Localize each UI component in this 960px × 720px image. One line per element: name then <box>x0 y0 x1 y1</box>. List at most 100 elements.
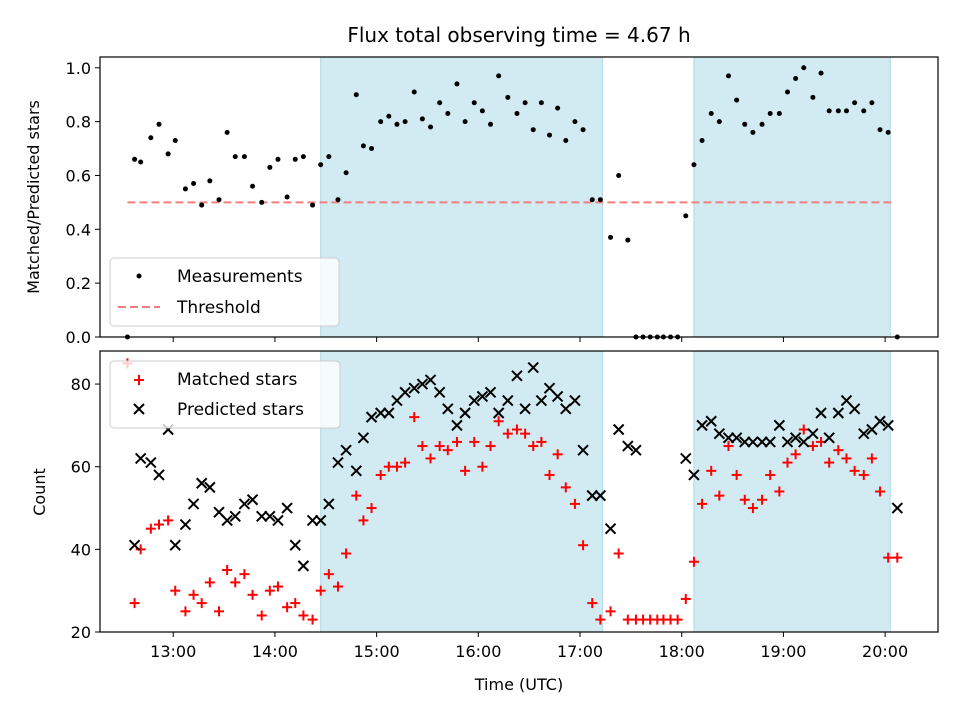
matched-point-43 <box>485 441 496 452</box>
predicted-point-12 <box>229 510 241 523</box>
matched-point-11 <box>213 606 224 617</box>
predicted-point-36 <box>433 386 446 399</box>
bottom-x-ticks: 13:00 14:00 15:00 16:00 17:00 18:00 19:00 20:00 <box>150 632 908 661</box>
measurement-point-54 <box>580 127 586 133</box>
matched-point-42 <box>477 461 488 472</box>
measurement-point-35 <box>419 116 425 122</box>
predicted-point-20 <box>297 560 310 572</box>
predicted-point-69 <box>756 436 768 448</box>
top-shaded-intervals <box>320 56 891 338</box>
measurement-point-89 <box>869 100 875 106</box>
top-axes-frame <box>99 56 939 338</box>
top-legend-box <box>109 257 340 327</box>
measurement-point-47 <box>522 100 528 106</box>
bottom-legend: Matched stars Predicted stars <box>109 360 341 429</box>
matched-point-2 <box>135 544 146 555</box>
matched-point-46 <box>511 424 522 435</box>
predicted-point-74 <box>798 436 810 448</box>
y-tick-label: 0.4 <box>66 220 91 239</box>
predicted-point-7 <box>187 498 200 510</box>
predicted-point-28 <box>365 411 378 423</box>
measurement-point-76 <box>759 121 765 127</box>
matched-point-53 <box>569 498 580 509</box>
matched-point-79 <box>782 457 793 468</box>
measurement-point-73 <box>734 97 740 103</box>
matched-point-72 <box>723 441 734 452</box>
measurement-point-20 <box>292 156 298 162</box>
measurement-point-78 <box>776 111 782 117</box>
measurement-point-79 <box>784 89 790 95</box>
measurement-point-74 <box>742 121 748 127</box>
matched-point-30 <box>375 469 386 480</box>
matched-point-84 <box>824 457 835 468</box>
matched-point-4 <box>153 519 164 530</box>
matched-point-17 <box>264 585 275 596</box>
predicted-point-1 <box>134 452 147 465</box>
predicted-point-65 <box>722 432 735 444</box>
matched-point-44 <box>493 416 504 427</box>
matched-point-40 <box>460 465 471 476</box>
bottom-y-ticks: 20 40 60 80 <box>71 375 100 642</box>
matched-point-92 <box>892 552 903 563</box>
predicted-point-83 <box>874 415 886 427</box>
x-tick-label: 18:00 <box>659 642 705 661</box>
measurement-point-7 <box>182 186 188 192</box>
measurement-point-9 <box>199 202 205 208</box>
measurement-point-46 <box>514 111 520 117</box>
bottom-y-axis-label: Count <box>30 468 49 516</box>
predicted-point-43 <box>492 407 505 419</box>
measurement-point-86 <box>843 108 849 114</box>
measurement-point-56 <box>597 197 603 203</box>
matched-point-26 <box>341 548 352 559</box>
matched-point-6 <box>170 585 181 596</box>
predicted-point-38 <box>451 419 463 432</box>
matched-point-39 <box>451 436 462 447</box>
matched-point-90 <box>875 486 886 497</box>
predicted-point-78 <box>832 407 845 419</box>
predicted-point-80 <box>848 403 861 415</box>
y-tick-label: 1.0 <box>66 59 91 78</box>
matched-point-7 <box>180 606 191 617</box>
predicted-point-61 <box>688 469 700 481</box>
matched-point-23 <box>315 585 326 596</box>
matched-point-58 <box>613 548 624 559</box>
predicted-point-14 <box>246 494 259 506</box>
measurement-point-80 <box>793 76 799 82</box>
matched-point-3 <box>145 523 156 534</box>
predicted-point-35 <box>424 374 437 386</box>
measurement-point-25 <box>335 197 341 203</box>
predicted-point-56 <box>604 522 617 535</box>
predicted-point-18 <box>281 502 293 514</box>
matched-point-75 <box>747 503 758 514</box>
legend-matched-marker <box>134 375 144 385</box>
predicted-point-76 <box>815 407 827 419</box>
matched-point-38 <box>442 445 453 456</box>
measurement-point-52 <box>563 137 569 143</box>
shaded-interval-1 <box>693 350 891 633</box>
predicted-point-71 <box>773 419 786 432</box>
measurement-point-75 <box>750 129 756 135</box>
measurement-point-50 <box>547 132 553 138</box>
measurement-point-81 <box>801 65 807 71</box>
predicted-point-45 <box>511 370 523 382</box>
predicted-point-42 <box>484 386 497 399</box>
measurement-point-71 <box>716 119 722 125</box>
measurement-point-21 <box>300 154 306 160</box>
measurement-point-22 <box>310 202 316 208</box>
measurement-point-33 <box>402 119 408 125</box>
measurement-point-58 <box>616 172 622 178</box>
matched-point-27 <box>351 490 362 501</box>
measurement-point-28 <box>360 143 366 149</box>
predicted-point-22 <box>314 514 327 527</box>
x-tick-label: 17:00 <box>557 642 603 661</box>
matched-point-22 <box>307 614 318 625</box>
matched-point-52 <box>560 482 571 493</box>
matched-point-28 <box>358 515 369 526</box>
matched-point-49 <box>536 436 547 447</box>
measurement-point-45 <box>505 94 511 100</box>
matched-point-29 <box>366 503 377 514</box>
predicted-point-21 <box>306 514 319 527</box>
matched-point-37 <box>434 441 445 452</box>
